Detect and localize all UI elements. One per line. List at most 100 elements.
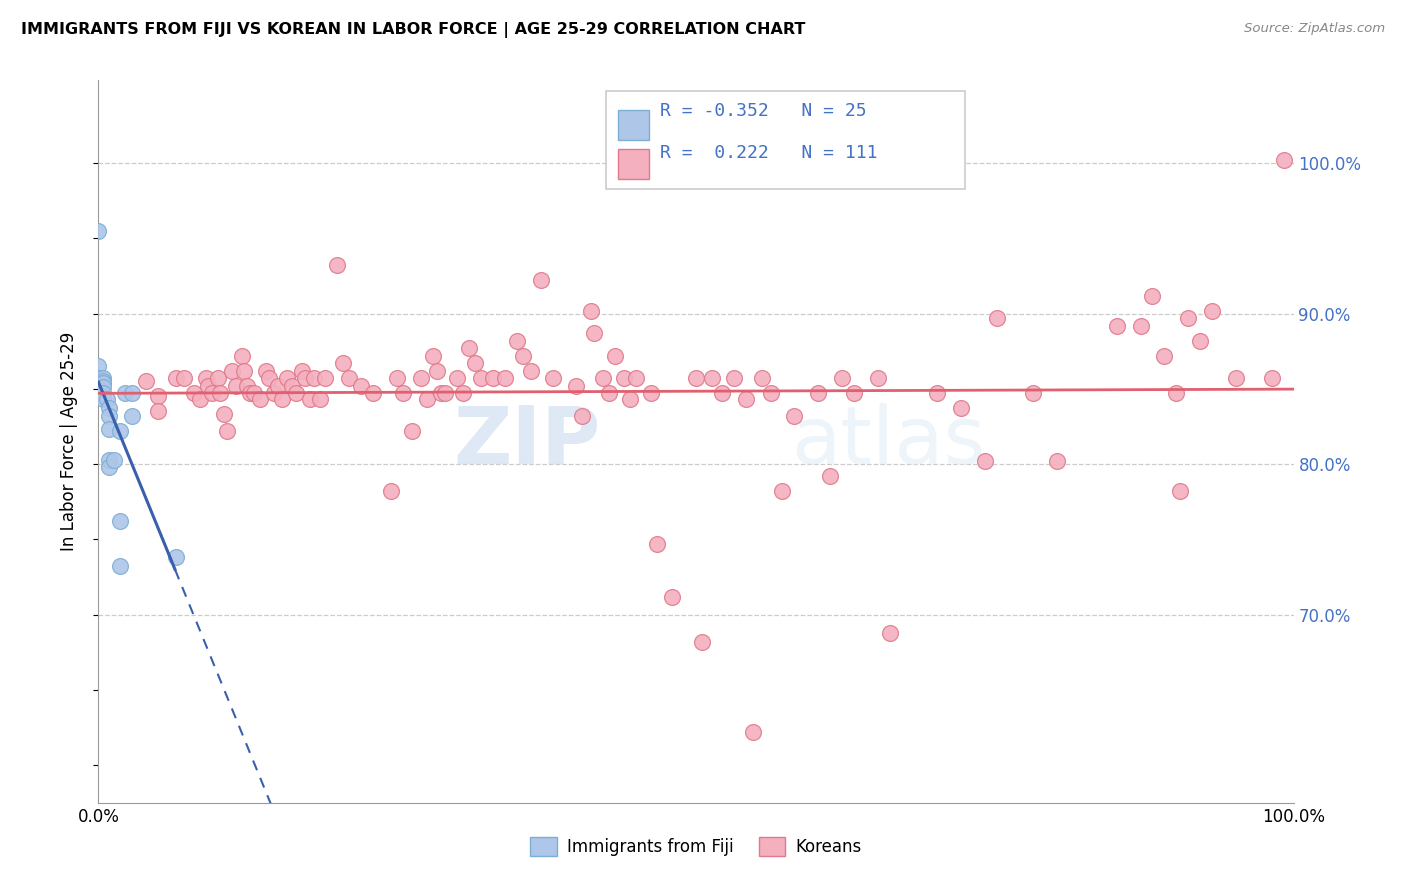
Point [1129,318,1152,333]
Point [470,371,492,385]
Point [233,364,256,378]
Point [411,371,433,385]
Point [866,371,889,385]
Point [281,379,304,393]
Text: R =  0.222   N = 111: R = 0.222 N = 111 [661,144,877,161]
Point [302,371,325,385]
Point [530,273,553,287]
Point [842,386,865,401]
Point [298,392,321,407]
Point [207,371,229,385]
Point [98,423,121,437]
Point [239,386,262,401]
Point [165,550,187,565]
Point [401,424,423,438]
Point [148,404,170,418]
Point [422,349,444,363]
Point [430,386,453,401]
Point [380,484,402,499]
Point [494,371,516,385]
Point [1272,153,1295,167]
Bar [619,149,650,179]
Point [259,371,281,385]
Legend: Immigrants from Fiji, Koreans: Immigrants from Fiji, Koreans [523,830,869,863]
Point [148,389,170,403]
Point [700,371,723,385]
Point [87,376,110,390]
Point [91,371,114,385]
Point [1168,484,1191,499]
Point [458,341,481,355]
Point [108,514,131,528]
Point [108,559,131,574]
Text: ZIP: ZIP [453,402,600,481]
Point [619,392,641,407]
Point [91,380,114,394]
Point [723,371,745,385]
Text: IMMIGRANTS FROM FIJI VS KOREAN IN LABOR FORCE | AGE 25-29 CORRELATION CHART: IMMIGRANTS FROM FIJI VS KOREAN IN LABOR … [21,22,806,38]
Point [986,311,1008,326]
Point [434,386,457,401]
Point [1177,311,1199,326]
Point [565,379,588,393]
Point [98,452,121,467]
Point [583,326,606,340]
Point [711,386,734,401]
Point [1166,386,1188,401]
Point [254,364,277,378]
Point [98,401,121,416]
Y-axis label: In Labor Force | Age 25-29: In Labor Force | Age 25-29 [59,332,77,551]
Point [506,334,529,348]
Point [350,379,373,393]
Point [831,371,853,385]
Point [165,371,187,385]
Point [783,409,806,423]
Point [195,371,218,385]
Point [98,460,121,475]
Point [87,224,110,238]
Point [879,625,901,640]
Point [271,392,294,407]
Point [761,386,783,401]
Text: R = -0.352   N = 25: R = -0.352 N = 25 [661,103,866,120]
Point [91,392,114,407]
Bar [606,91,965,189]
Point [579,303,602,318]
Point [446,371,468,385]
Point [263,386,285,401]
Point [661,590,683,604]
Point [464,356,486,370]
Point [87,359,110,374]
Point [326,259,349,273]
Point [1153,349,1175,363]
Point [640,386,662,401]
Point [751,371,773,385]
Point [217,424,239,438]
Point [121,409,143,423]
Point [807,386,830,401]
Point [103,452,125,467]
Point [332,356,354,370]
Point [243,386,266,401]
Point [1189,334,1212,348]
Point [91,375,114,389]
Point [770,484,793,499]
Point [87,382,110,396]
Point [87,371,110,385]
Point [1225,371,1247,385]
Point [1022,386,1045,401]
Point [416,392,439,407]
Point [315,371,337,385]
Point [690,634,713,648]
Point [1261,371,1284,385]
Point [598,386,620,401]
Point [520,364,543,378]
Point [385,371,409,385]
Point [98,409,121,423]
Point [235,379,257,393]
Point [512,349,534,363]
Point [276,371,298,385]
Point [613,371,636,385]
Point [212,408,235,422]
Point [197,379,219,393]
